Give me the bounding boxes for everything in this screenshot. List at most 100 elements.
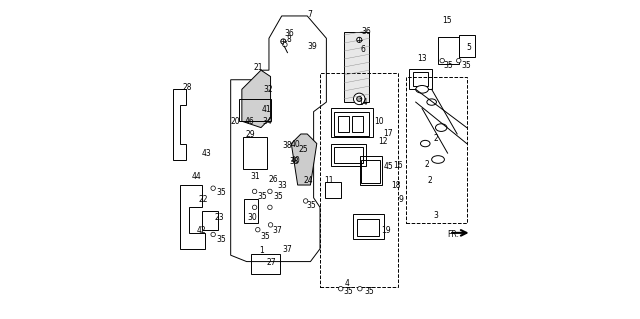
Text: 15: 15 xyxy=(442,16,451,25)
Bar xyxy=(243,137,268,169)
Text: 8: 8 xyxy=(286,35,291,44)
Bar xyxy=(352,116,363,132)
Text: 30: 30 xyxy=(247,213,257,222)
Text: 4: 4 xyxy=(345,279,349,288)
Bar xyxy=(353,214,384,239)
Circle shape xyxy=(268,223,273,227)
Text: 13: 13 xyxy=(417,54,427,63)
Bar xyxy=(438,37,459,64)
Text: FR.: FR. xyxy=(447,230,460,239)
Bar xyxy=(252,254,280,274)
Ellipse shape xyxy=(431,156,444,163)
Text: 45: 45 xyxy=(383,162,393,171)
Bar xyxy=(334,147,363,163)
Polygon shape xyxy=(242,70,271,128)
Circle shape xyxy=(456,58,461,63)
Text: 14: 14 xyxy=(358,98,368,107)
Text: 21: 21 xyxy=(253,63,263,72)
Text: 42: 42 xyxy=(196,226,206,235)
Text: 35: 35 xyxy=(461,61,471,70)
Text: 35: 35 xyxy=(364,287,374,296)
Text: 43: 43 xyxy=(202,149,211,158)
Text: 38: 38 xyxy=(282,141,292,150)
Bar xyxy=(331,108,372,137)
Text: 19: 19 xyxy=(381,226,391,235)
Ellipse shape xyxy=(416,85,428,93)
Text: 2: 2 xyxy=(433,134,438,143)
Polygon shape xyxy=(173,89,186,160)
Bar xyxy=(356,219,379,236)
Bar xyxy=(334,112,369,136)
Bar xyxy=(331,144,366,166)
Circle shape xyxy=(358,286,362,291)
Text: 2: 2 xyxy=(428,176,433,185)
Text: 29: 29 xyxy=(246,130,255,139)
Polygon shape xyxy=(344,32,369,102)
Circle shape xyxy=(281,39,286,44)
Circle shape xyxy=(339,286,343,291)
Bar xyxy=(244,199,259,223)
Circle shape xyxy=(268,189,272,194)
Text: 35: 35 xyxy=(274,192,284,201)
Text: 20: 20 xyxy=(230,117,239,126)
Text: 28: 28 xyxy=(182,83,192,92)
Text: 27: 27 xyxy=(266,258,276,267)
Bar xyxy=(324,182,340,198)
Text: 11: 11 xyxy=(324,176,333,185)
Text: 10: 10 xyxy=(374,117,384,126)
Text: 18: 18 xyxy=(391,181,400,189)
Circle shape xyxy=(211,232,216,237)
Text: 25: 25 xyxy=(298,145,308,154)
Text: 35: 35 xyxy=(216,235,226,244)
Circle shape xyxy=(211,186,216,190)
Text: 35: 35 xyxy=(444,61,454,70)
Bar xyxy=(459,35,475,57)
Bar xyxy=(362,160,380,183)
Circle shape xyxy=(356,37,362,42)
Text: 39: 39 xyxy=(308,42,317,51)
Text: 41: 41 xyxy=(262,105,271,114)
Text: 26: 26 xyxy=(268,175,278,184)
Text: 5: 5 xyxy=(467,43,472,52)
Text: 46: 46 xyxy=(245,117,255,126)
Text: 37: 37 xyxy=(282,245,292,254)
Text: 9: 9 xyxy=(398,195,403,204)
Circle shape xyxy=(268,205,272,210)
Text: 23: 23 xyxy=(214,213,224,222)
Circle shape xyxy=(440,58,444,63)
Text: 33: 33 xyxy=(278,181,287,190)
Bar xyxy=(406,77,467,223)
Text: 6: 6 xyxy=(361,45,365,54)
Ellipse shape xyxy=(420,140,430,147)
Text: 36: 36 xyxy=(284,29,294,38)
Text: 44: 44 xyxy=(192,172,202,181)
Text: 38: 38 xyxy=(289,157,299,166)
Ellipse shape xyxy=(427,99,436,105)
Text: 24: 24 xyxy=(303,176,313,185)
Text: 35: 35 xyxy=(343,287,353,296)
Text: 35: 35 xyxy=(307,201,316,210)
Circle shape xyxy=(303,199,308,203)
Text: 1: 1 xyxy=(259,246,264,255)
Text: 32: 32 xyxy=(263,85,273,94)
Text: 12: 12 xyxy=(378,137,388,146)
Circle shape xyxy=(353,93,365,105)
Text: 35: 35 xyxy=(216,189,226,197)
Circle shape xyxy=(283,42,287,47)
Text: 35: 35 xyxy=(260,232,270,241)
Polygon shape xyxy=(291,134,317,185)
Text: 34: 34 xyxy=(262,117,272,126)
Text: 35: 35 xyxy=(258,192,268,201)
Bar xyxy=(202,211,218,230)
Text: 3: 3 xyxy=(433,211,438,220)
Text: 36: 36 xyxy=(362,27,371,36)
Ellipse shape xyxy=(435,124,447,131)
Bar xyxy=(239,99,271,121)
Circle shape xyxy=(252,189,257,194)
Polygon shape xyxy=(180,185,205,249)
Circle shape xyxy=(255,227,260,232)
Bar xyxy=(360,156,382,185)
Circle shape xyxy=(356,96,362,101)
Text: 37: 37 xyxy=(273,226,282,235)
Text: 17: 17 xyxy=(383,130,393,138)
